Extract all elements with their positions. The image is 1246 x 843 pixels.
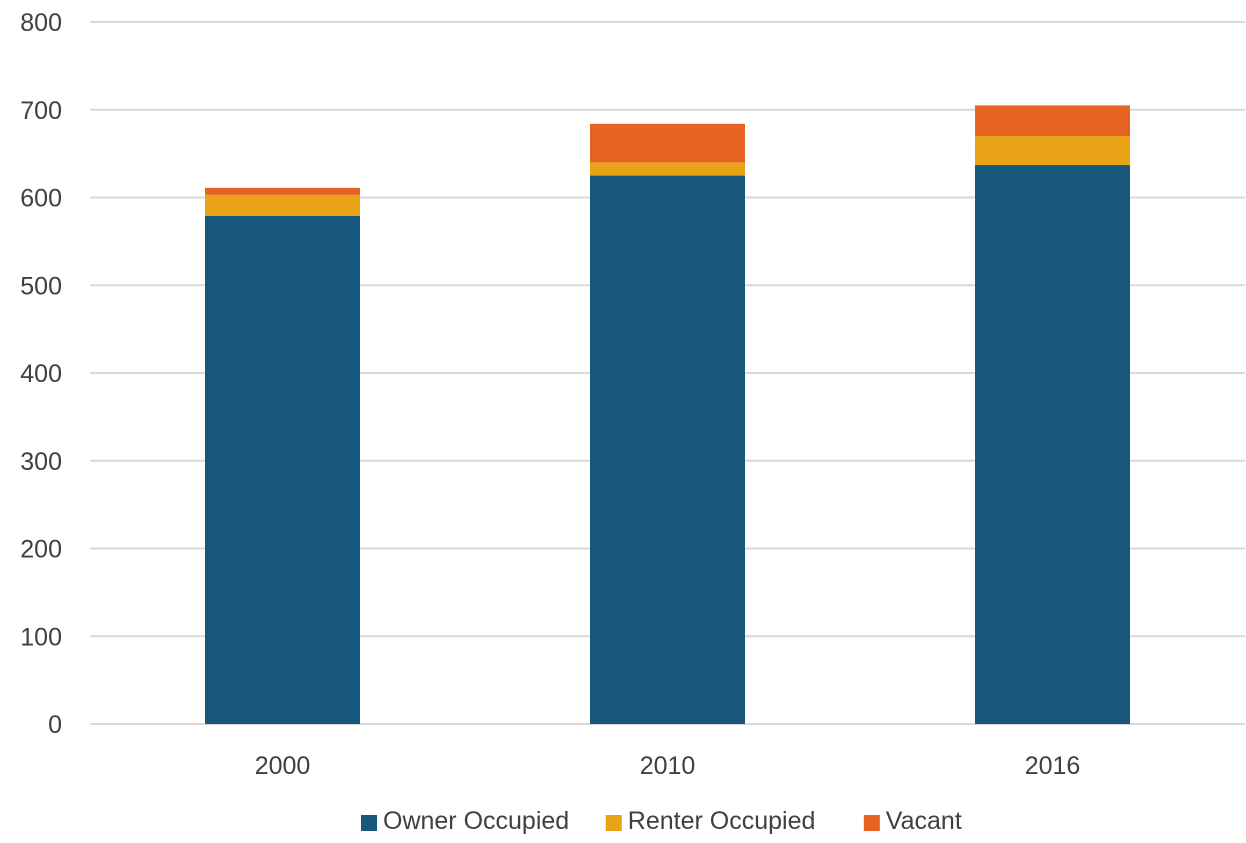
bar-segment-vacant-2010 [590, 123, 745, 163]
x-tick-label: 2016 [1025, 752, 1081, 780]
y-tick-label: 0 [48, 711, 62, 739]
bar-segment-owner-occupied-2000 [205, 215, 360, 725]
legend-label: Owner Occupied [383, 807, 569, 835]
y-tick-label: 700 [20, 97, 62, 125]
legend-swatch-renter-occupied [605, 815, 622, 831]
x-tick-label: 2000 [255, 752, 311, 780]
legend-swatch-owner-occupied [361, 815, 377, 831]
legend: Owner Occupied Renter Occupied Vacant [361, 807, 962, 835]
y-axis-ticks: 0 100 200 300 400 500 600 700 800 [20, 9, 62, 739]
legend-swatch-vacant [863, 815, 880, 831]
y-tick-label: 200 [20, 536, 62, 564]
bar-segment-renter-occupied-2016 [975, 136, 1130, 166]
x-axis-ticks: 2000 2010 2016 [255, 752, 1081, 780]
y-tick-label: 800 [20, 9, 62, 37]
bars [205, 105, 1130, 725]
bar-segment-renter-occupied-2000 [205, 194, 360, 216]
bar-segment-renter-occupied-2010 [590, 162, 745, 176]
bar-segment-owner-occupied-2010 [590, 175, 745, 724]
y-tick-label: 400 [20, 360, 62, 388]
bar-segment-vacant-2000 [205, 187, 360, 195]
legend-label: Renter Occupied [628, 807, 816, 835]
bar-segment-vacant-2016 [975, 105, 1130, 137]
bar-segment-owner-occupied-2016 [975, 165, 1130, 725]
legend-label: Vacant [886, 807, 962, 835]
y-tick-label: 600 [20, 185, 62, 213]
y-tick-label: 300 [20, 448, 62, 476]
y-tick-label: 500 [20, 272, 62, 300]
x-tick-label: 2010 [640, 752, 696, 780]
y-tick-label: 100 [20, 623, 62, 651]
